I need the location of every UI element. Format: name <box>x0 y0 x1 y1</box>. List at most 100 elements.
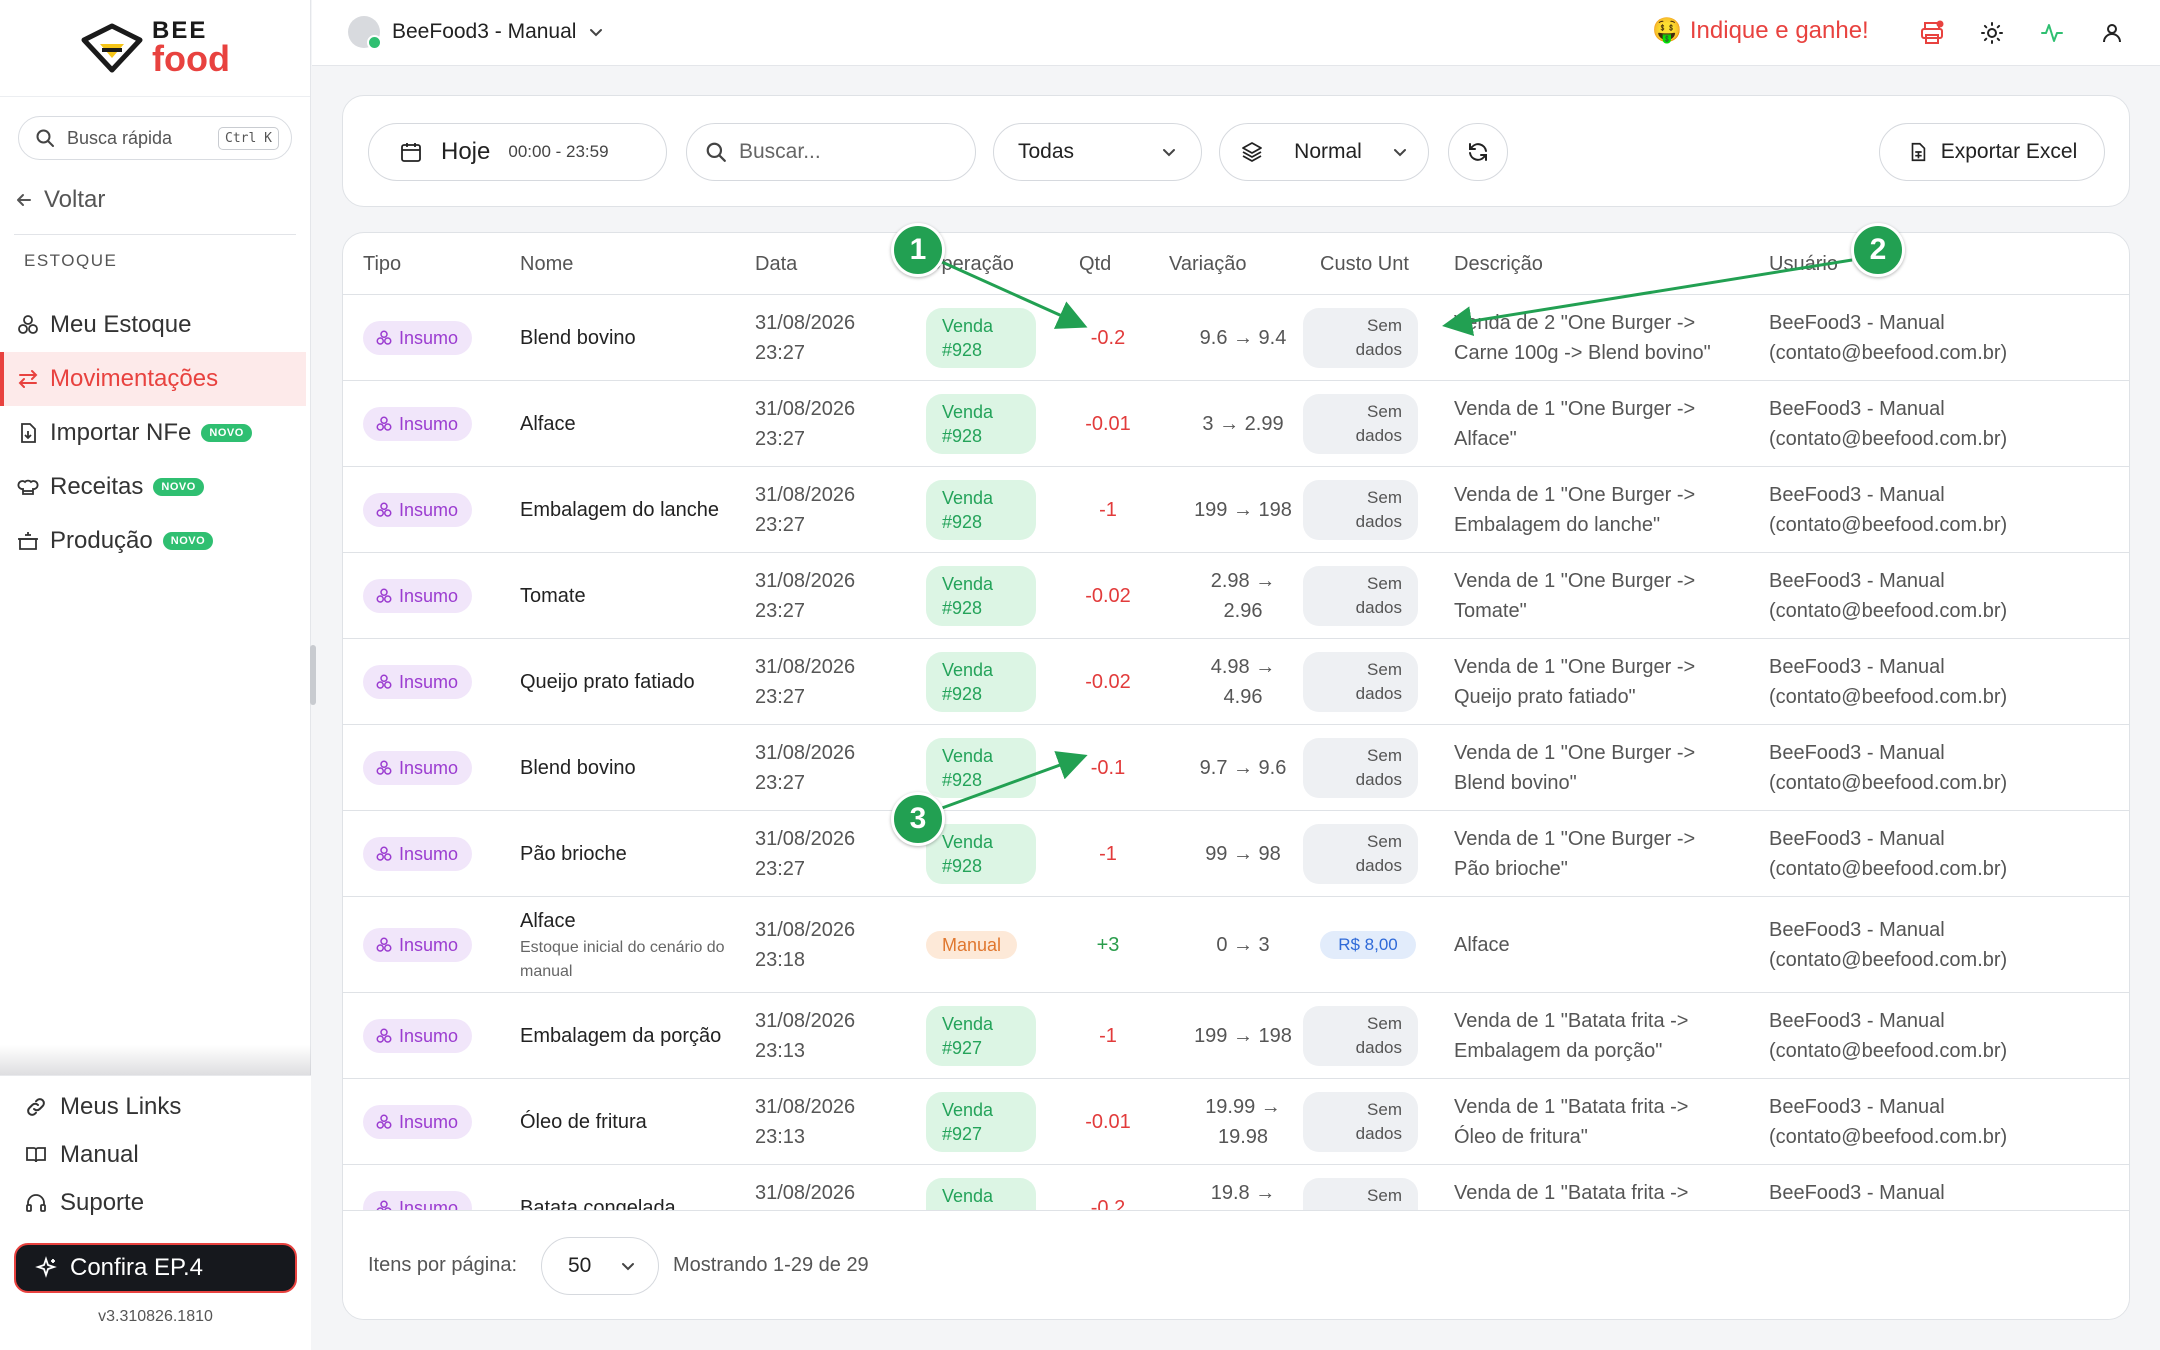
printer-icon[interactable] <box>1917 18 1947 48</box>
time-range: 00:00 - 23:59 <box>508 142 609 161</box>
col-nome[interactable]: Nome <box>520 253 574 275</box>
meus-links-link[interactable]: Meus Links <box>24 1093 181 1121</box>
refer-link[interactable]: 🤑 Indique e ganhe! <box>1652 16 1869 45</box>
custo-badge-line: dados <box>1355 425 1402 445</box>
row-qtd: -0.02 <box>1085 670 1131 693</box>
operation-badge-line: #928 <box>942 339 983 360</box>
col-custo-unt[interactable]: Custo Unt <box>1320 253 1409 275</box>
custo-badge-line: dados <box>1355 683 1402 703</box>
table-row[interactable]: Insumo Blend bovino 31/08/2026 23:27 Venda #9… <box>343 295 2129 381</box>
showing-count: Mostrando 1-29 de 29 <box>673 1254 869 1276</box>
operation-badge[interactable]: Venda #927 <box>926 1091 1036 1152</box>
chevron-down-icon <box>1394 149 1406 157</box>
row-descricao-line: Venda de 1 "Batata frita -> <box>1454 1181 1689 1204</box>
table-row[interactable]: Insumo Alface Estoque inicial do cenário d… <box>343 897 2129 993</box>
operation-badge[interactable]: Venda #928 <box>926 651 1036 712</box>
table-row[interactable]: Insumo Blend bovino 31/08/2026 23:27 Venda #9… <box>343 725 2129 811</box>
row-variacao: 9.7 → 9.6 <box>1158 753 1328 783</box>
store-name: BeeFood3 - Manual <box>392 20 577 43</box>
table-row[interactable]: Insumo Pão brioche 31/08/2026 23:27 Venda #92… <box>343 811 2129 897</box>
back-label: Voltar <box>44 186 106 213</box>
sidebar-item-movimentacoes[interactable]: Movimentações <box>0 352 306 406</box>
search-input[interactable] <box>739 140 959 164</box>
refresh-button[interactable] <box>1448 123 1508 181</box>
back-link[interactable]: Voltar <box>14 186 105 214</box>
col-data[interactable]: Data <box>755 253 798 275</box>
sun-icon[interactable] <box>1977 18 2007 48</box>
export-excel-button[interactable]: Exportar Excel <box>1879 123 2105 181</box>
row-usuario-line: BeeFood3 - Manual <box>1769 827 1945 850</box>
row-data-line: 23:27 <box>755 685 806 708</box>
row-usuario-line: (contato@beefood.com.br) <box>1769 1039 2008 1062</box>
row-descricao-line: Alface" <box>1454 427 1517 450</box>
row-descricao-line: Venda de 2 "One Burger -> <box>1454 311 1696 334</box>
row-nome-text: Pão brioche <box>520 842 627 865</box>
beefood-logo[interactable]: BEE food <box>0 0 310 97</box>
col-variacao[interactable]: Variação <box>1169 253 1247 275</box>
refer-label: Indique e ganhe! <box>1689 16 1869 44</box>
operation-badge[interactable]: Venda #927 <box>926 1177 1036 1210</box>
sidebar-item-label: Importar NFe <box>50 419 192 446</box>
custo-badge-line: dados <box>1355 1037 1402 1057</box>
table-row[interactable]: Insumo Embalagem do lanche 31/08/2026 23:27… <box>343 467 2129 553</box>
per-page-select[interactable]: 50 <box>541 1237 659 1295</box>
mode-select[interactable]: Normal <box>1219 123 1429 181</box>
table-row[interactable]: Insumo Tomate 31/08/2026 23:27 Venda #928 -0.0… <box>343 553 2129 639</box>
row-data-line: 23:13 <box>755 1039 806 1062</box>
suporte-link[interactable]: Suporte <box>24 1189 144 1217</box>
tipo-label: Insumo <box>399 1197 459 1211</box>
col-qtd[interactable]: Qtd <box>1079 253 1112 275</box>
row-descricao-line: Embalagem da porção" <box>1454 1039 1663 1062</box>
operation-badge[interactable]: Venda #928 <box>926 479 1036 540</box>
custo-badge: Sem dados <box>1303 737 1418 798</box>
row-variacao-line: 9.6 → 9.4 <box>1199 326 1287 349</box>
user-icon[interactable] <box>2097 18 2127 48</box>
manual-link[interactable]: Manual <box>24 1141 139 1169</box>
table-row[interactable]: Insumo Queijo prato fatiado 31/08/2026 23:2… <box>343 639 2129 725</box>
row-descricao: Venda de 1 "One Burger -> Blend bovino" <box>1454 738 1754 798</box>
row-nome-text: Alface <box>520 909 576 932</box>
operation-badge[interactable]: Venda #927 <box>926 1005 1036 1066</box>
operation-badge[interactable]: Venda #928 <box>926 823 1036 884</box>
new-badge: NOVO <box>153 478 204 496</box>
date-range-picker[interactable]: Hoje 00:00 - 23:59 <box>368 123 667 181</box>
store-selector[interactable]: BeeFood3 - Manual <box>348 16 604 50</box>
type-select[interactable]: Todas <box>993 123 1202 181</box>
sidebar-item-meu-estoque[interactable]: Meu Estoque <box>0 298 311 352</box>
quick-search[interactable]: Busca rápida Ctrl K <box>18 116 292 160</box>
operation-badge[interactable]: Manual <box>926 930 1018 959</box>
col-usuario[interactable]: Usuário <box>1769 253 1838 275</box>
sidebar-item-producao[interactable]: Produção NOVO <box>0 514 311 568</box>
store-avatar <box>348 16 382 50</box>
table-row[interactable]: Insumo Óleo de fritura 31/08/2026 23:13 Vend… <box>343 1079 2129 1165</box>
custo-badge: Sem dados <box>1303 565 1418 626</box>
custo-badge: Sem dados <box>1303 651 1418 712</box>
row-descricao-line: Queijo prato fatiado" <box>1454 685 1636 708</box>
row-nome: Óleo de fritura <box>520 1107 730 1137</box>
operation-badge-line: Venda <box>942 1099 994 1120</box>
table-row[interactable]: Insumo Alface 31/08/2026 23:27 Venda #928 -0.0… <box>343 381 2129 467</box>
search-field[interactable] <box>686 123 976 181</box>
row-data-line: 23:13 <box>755 1125 806 1148</box>
tipo-label: Insumo <box>399 327 459 348</box>
operation-badge[interactable]: Venda #928 <box>926 393 1036 454</box>
operation-badge-line: Venda <box>942 745 994 766</box>
sidebar-item-importar-nfe[interactable]: Importar NFe NOVO <box>0 406 311 460</box>
confira-ep-button[interactable]: Confira EP.4 <box>14 1243 297 1293</box>
row-variacao: 3 → 2.99 <box>1158 409 1328 439</box>
col-tipo[interactable]: Tipo <box>363 253 402 275</box>
col-descricao[interactable]: Descrição <box>1454 253 1543 275</box>
sidebar-resize-handle[interactable] <box>310 645 316 705</box>
operation-badge[interactable]: Venda #928 <box>926 737 1036 798</box>
activity-icon[interactable] <box>2037 18 2067 48</box>
operation-badge[interactable]: Venda #928 <box>926 565 1036 626</box>
new-badge: NOVO <box>201 424 252 442</box>
sidebar-item-receitas[interactable]: Receitas NOVO <box>0 460 311 514</box>
table-row[interactable]: Insumo Embalagem da porção 31/08/2026 23:13… <box>343 993 2129 1079</box>
custo-badge: R$ 8,00 <box>1320 930 1416 959</box>
row-nome: Embalagem da porção <box>520 1021 730 1051</box>
operation-badge[interactable]: Venda #928 <box>926 307 1036 368</box>
row-nome: Tomate <box>520 581 730 611</box>
operation-badge-line: Manual <box>942 934 1002 955</box>
